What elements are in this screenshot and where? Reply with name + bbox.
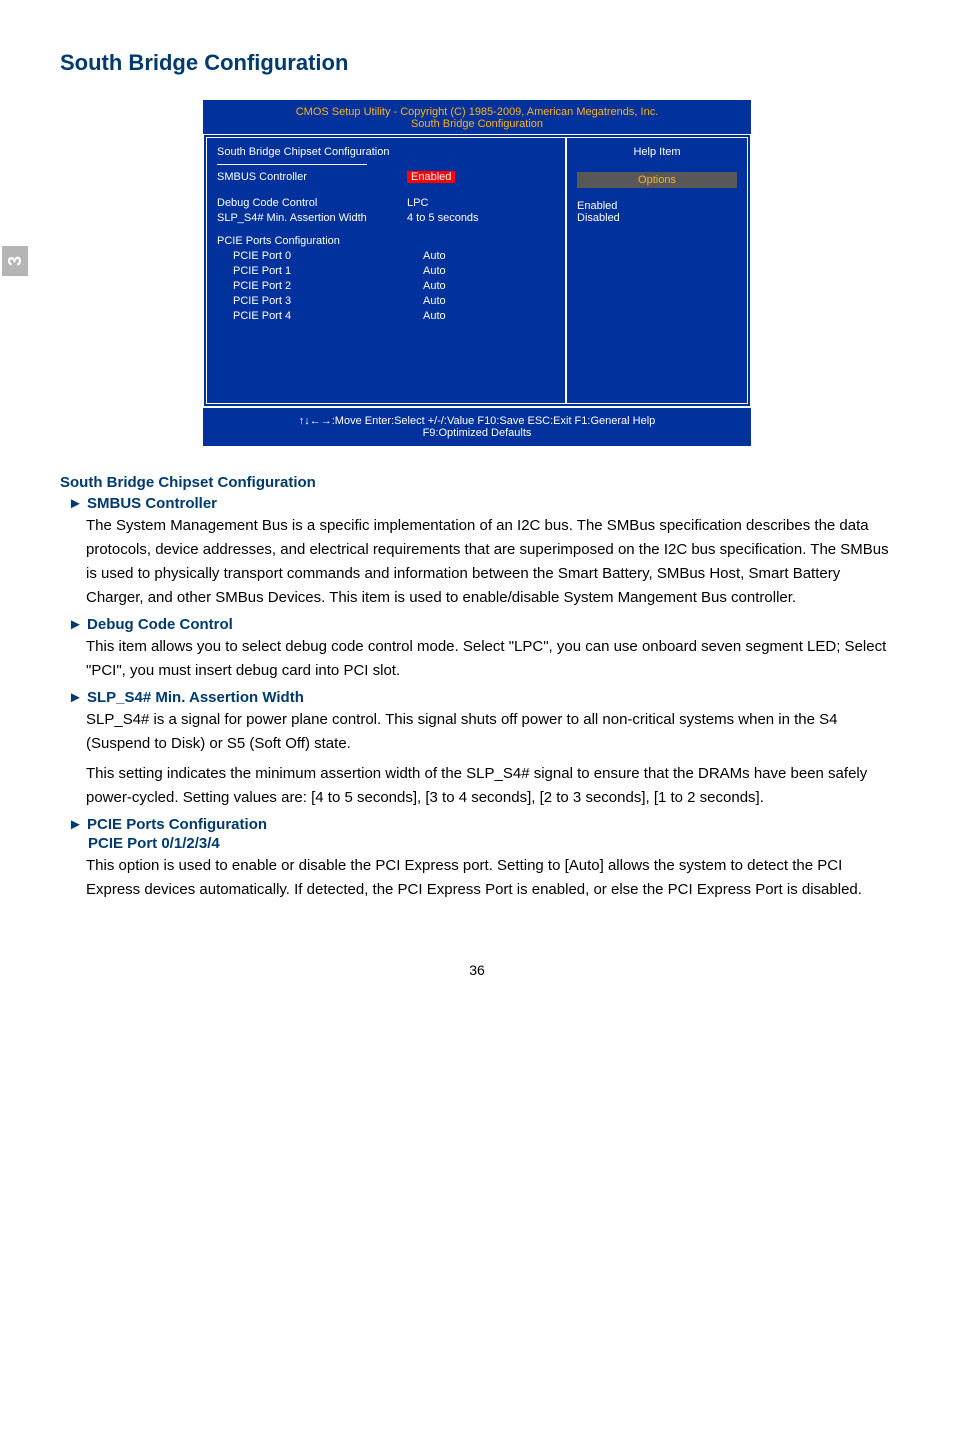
bios-row-p4: PCIE Port 4 Auto (217, 310, 555, 322)
bios-slp-label: SLP_S4# Min. Assertion Width (217, 212, 407, 224)
bios-p2-value: Auto (423, 280, 555, 292)
bios-screenshot: CMOS Setup Utility - Copyright (C) 1985-… (203, 100, 751, 446)
bios-left-panel: South Bridge Chipset Configuration SMBUS… (207, 138, 567, 403)
bios-footer-line1: ↑↓←→:Move Enter:Select +/-/:Value F10:Sa… (207, 415, 747, 427)
bios-right-panel: Help Item Options Enabled Disabled (567, 138, 747, 403)
bios-debug-value: LPC (407, 197, 555, 209)
bios-divider (217, 164, 367, 165)
page-title: South Bridge Configuration (60, 50, 894, 76)
bios-left-title: South Bridge Chipset Configuration (217, 146, 555, 158)
bios-p1-value: Auto (423, 265, 555, 277)
bios-help-opt1: Enabled (577, 200, 737, 212)
bios-row-debug: Debug Code Control LPC (217, 197, 555, 209)
bios-smbus-value: Enabled (407, 171, 555, 183)
content-slp-text2: This setting indicates the minimum asser… (86, 762, 894, 810)
bios-help-opt2: Disabled (577, 212, 737, 224)
content-smbus-text: The System Management Bus is a specific … (86, 514, 894, 610)
chapter-tab: 3 (2, 246, 28, 276)
content-smbus-heading: ► SMBUS Controller (68, 495, 894, 512)
bios-footer: ↑↓←→:Move Enter:Select +/-/:Value F10:Sa… (203, 407, 751, 446)
bios-p0-value: Auto (423, 250, 555, 262)
content-slp-heading: ► SLP_S4# Min. Assertion Width (68, 689, 894, 706)
bios-p1-label: PCIE Port 1 (217, 265, 423, 277)
bios-smbus-label: SMBUS Controller (217, 171, 407, 183)
bios-options-button: Options (577, 172, 737, 188)
bios-p2-label: PCIE Port 2 (217, 280, 423, 292)
content-slp-text1: SLP_S4# is a signal for power plane cont… (86, 708, 894, 756)
content-pcie-subheading: PCIE Port 0/1/2/3/4 (88, 835, 894, 852)
bios-smbus-highlight: Enabled (407, 171, 455, 183)
bios-p3-value: Auto (423, 295, 555, 307)
bios-help-title: Help Item (577, 146, 737, 158)
bios-header: CMOS Setup Utility - Copyright (C) 1985-… (203, 100, 751, 134)
bios-p4-label: PCIE Port 4 (217, 310, 423, 322)
bios-row-smbus: SMBUS Controller Enabled (217, 171, 555, 183)
content-debug-text: This item allows you to select debug cod… (86, 635, 894, 683)
bios-p3-label: PCIE Port 3 (217, 295, 423, 307)
bios-pcie-heading: PCIE Ports Configuration (217, 235, 555, 247)
bios-row-p1: PCIE Port 1 Auto (217, 265, 555, 277)
bios-footer-line2: F9:Optimized Defaults (207, 427, 747, 439)
bios-row-p0: PCIE Port 0 Auto (217, 250, 555, 262)
bios-row-slp: SLP_S4# Min. Assertion Width 4 to 5 seco… (217, 212, 555, 224)
page-container: 3 South Bridge Configuration CMOS Setup … (0, 0, 954, 1018)
bios-body: South Bridge Chipset Configuration SMBUS… (203, 134, 751, 407)
bios-row-p2: PCIE Port 2 Auto (217, 280, 555, 292)
bios-slp-value: 4 to 5 seconds (407, 212, 555, 224)
content-pcie-heading: ► PCIE Ports Configuration (68, 816, 894, 833)
content-pcie-text: This option is used to enable or disable… (86, 854, 894, 902)
content-debug-heading: ► Debug Code Control (68, 616, 894, 633)
page-number: 36 (60, 962, 894, 978)
bios-debug-label: Debug Code Control (217, 197, 407, 209)
content-main-heading: South Bridge Chipset Configuration (60, 474, 894, 491)
bios-header-line1: CMOS Setup Utility - Copyright (C) 1985-… (207, 106, 747, 118)
bios-row-p3: PCIE Port 3 Auto (217, 295, 555, 307)
bios-p0-label: PCIE Port 0 (217, 250, 423, 262)
bios-header-line2: South Bridge Configuration (207, 118, 747, 130)
bios-p4-value: Auto (423, 310, 555, 322)
